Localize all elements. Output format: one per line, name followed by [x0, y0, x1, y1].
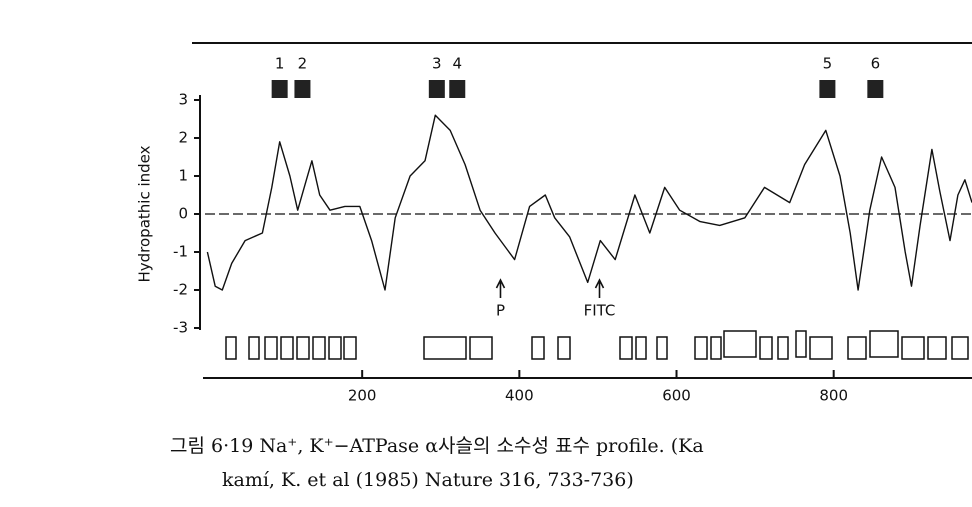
segment-box [867, 80, 884, 98]
membrane-boxes [225, 330, 969, 360]
annotation-arrow [495, 278, 506, 298]
y-tick-label: 1 [178, 167, 188, 185]
segment-box [449, 80, 466, 98]
y-tick-label: -1 [173, 243, 188, 261]
caption-line: 그림 6·19 Na⁺, K⁺−ATPase α사슬의 소수성 표수 profi… [170, 435, 704, 457]
annotation-label: P [496, 302, 505, 320]
data-line [206, 114, 972, 291]
y-axis-label: Hydropathic index [136, 145, 154, 282]
x-tick-label: 800 [819, 387, 848, 405]
x-tick-label: 200 [348, 387, 377, 405]
segment-label: 5 [823, 55, 833, 73]
caption-line: kamí, K. et al (1985) Nature 316, 733-73… [222, 469, 634, 491]
y-tick-label: -3 [173, 319, 188, 337]
segment-label: 2 [298, 55, 308, 73]
segment-box [819, 80, 836, 98]
y-tick-label: -2 [173, 281, 188, 299]
x-tick-label: 600 [662, 387, 691, 405]
segment-label: 6 [871, 55, 881, 73]
y-tick-label: 3 [178, 91, 188, 109]
segment-box [294, 80, 311, 98]
y-tick-label: 0 [178, 205, 188, 223]
segment-label: 3 [432, 55, 442, 73]
segment-label: 1 [275, 55, 285, 73]
annotation-arrow [594, 278, 605, 298]
annotation-label: FITC [584, 302, 616, 320]
y-tick-label: 2 [178, 129, 188, 147]
segment-box [271, 80, 288, 98]
x-tick-label: 400 [505, 387, 534, 405]
segment-box [428, 80, 445, 98]
segment-label: 4 [452, 55, 462, 73]
